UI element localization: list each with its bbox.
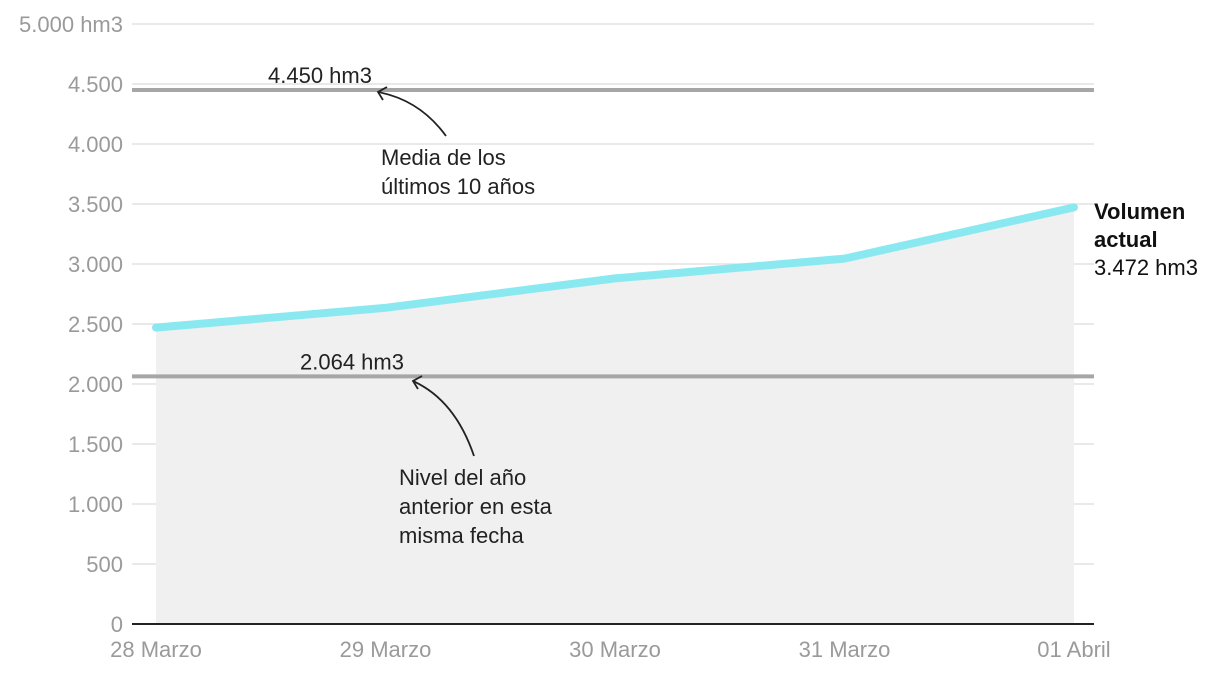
reference-lines: 4.450 hm3 2.064 hm3 <box>132 63 1094 379</box>
end-label-title: Volumen <box>1094 199 1185 224</box>
y-tick-label: 0 <box>111 612 123 637</box>
y-tick-label: 1.000 <box>68 492 123 517</box>
annotation-arrow <box>412 380 475 457</box>
area-fill <box>156 207 1074 625</box>
annotations: Media de los últimos 10 años Nivel del año… <box>376 86 553 548</box>
series-line-volumen-actual <box>152 203 1078 332</box>
end-label: Volumen actual 3.472 hm3 <box>1094 199 1198 280</box>
reference-line-label: 2.064 hm3 <box>300 349 404 374</box>
annotation-line: misma fecha <box>399 523 524 548</box>
end-label-title: actual <box>1094 227 1158 252</box>
y-tick-label: 3.000 <box>68 252 123 277</box>
x-tick-label: 28 Marzo <box>110 637 202 662</box>
annotation-text: Media de los últimos 10 años <box>381 145 535 199</box>
x-tick-label: 31 Marzo <box>799 637 891 662</box>
x-tick-label: 30 Marzo <box>569 637 661 662</box>
annotation-arrow <box>377 91 447 137</box>
x-tick-label: 29 Marzo <box>340 637 432 662</box>
y-tick-label: 500 <box>86 552 123 577</box>
y-tick-label: 4.500 <box>68 72 123 97</box>
arrowhead <box>411 375 423 390</box>
y-tick-label: 2.500 <box>68 312 123 337</box>
annotation-line: últimos 10 años <box>381 174 535 199</box>
annotation-line: Nivel del año <box>399 465 526 490</box>
arrowhead <box>376 86 388 101</box>
annotation-line: Media de los <box>381 145 506 170</box>
y-tick-label: 4.000 <box>68 132 123 157</box>
x-tick-label: 01 Abril <box>1037 637 1110 662</box>
y-axis-ticks: 0 500 1.000 1.500 2.000 2.500 3.000 3.500 4.000 4… <box>19 12 123 637</box>
y-tick-label: 1.500 <box>68 432 123 457</box>
annotation-line: anterior en esta <box>399 494 553 519</box>
end-label-value: 3.472 hm3 <box>1094 255 1198 280</box>
y-tick-label: 3.500 <box>68 192 123 217</box>
annotation-text: Nivel del año anterior en esta misma fecha <box>399 465 553 548</box>
y-tick-label: 5.000 hm3 <box>19 12 123 37</box>
x-axis-ticks: 28 Marzo 29 Marzo 30 Marzo 31 Marzo 01 Abril <box>110 637 1111 662</box>
reference-line-label: 4.450 hm3 <box>268 63 372 88</box>
y-tick-label: 2.000 <box>68 372 123 397</box>
